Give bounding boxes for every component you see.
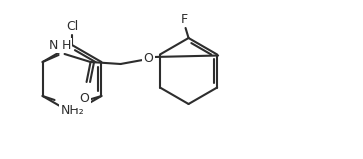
Text: O: O bbox=[79, 92, 90, 105]
Text: O: O bbox=[144, 52, 154, 65]
Text: Cl: Cl bbox=[77, 93, 89, 107]
Text: N: N bbox=[49, 39, 58, 52]
Text: H: H bbox=[62, 39, 71, 52]
Text: Cl: Cl bbox=[66, 20, 78, 33]
Text: F: F bbox=[181, 13, 188, 26]
Text: NH₂: NH₂ bbox=[61, 104, 84, 117]
